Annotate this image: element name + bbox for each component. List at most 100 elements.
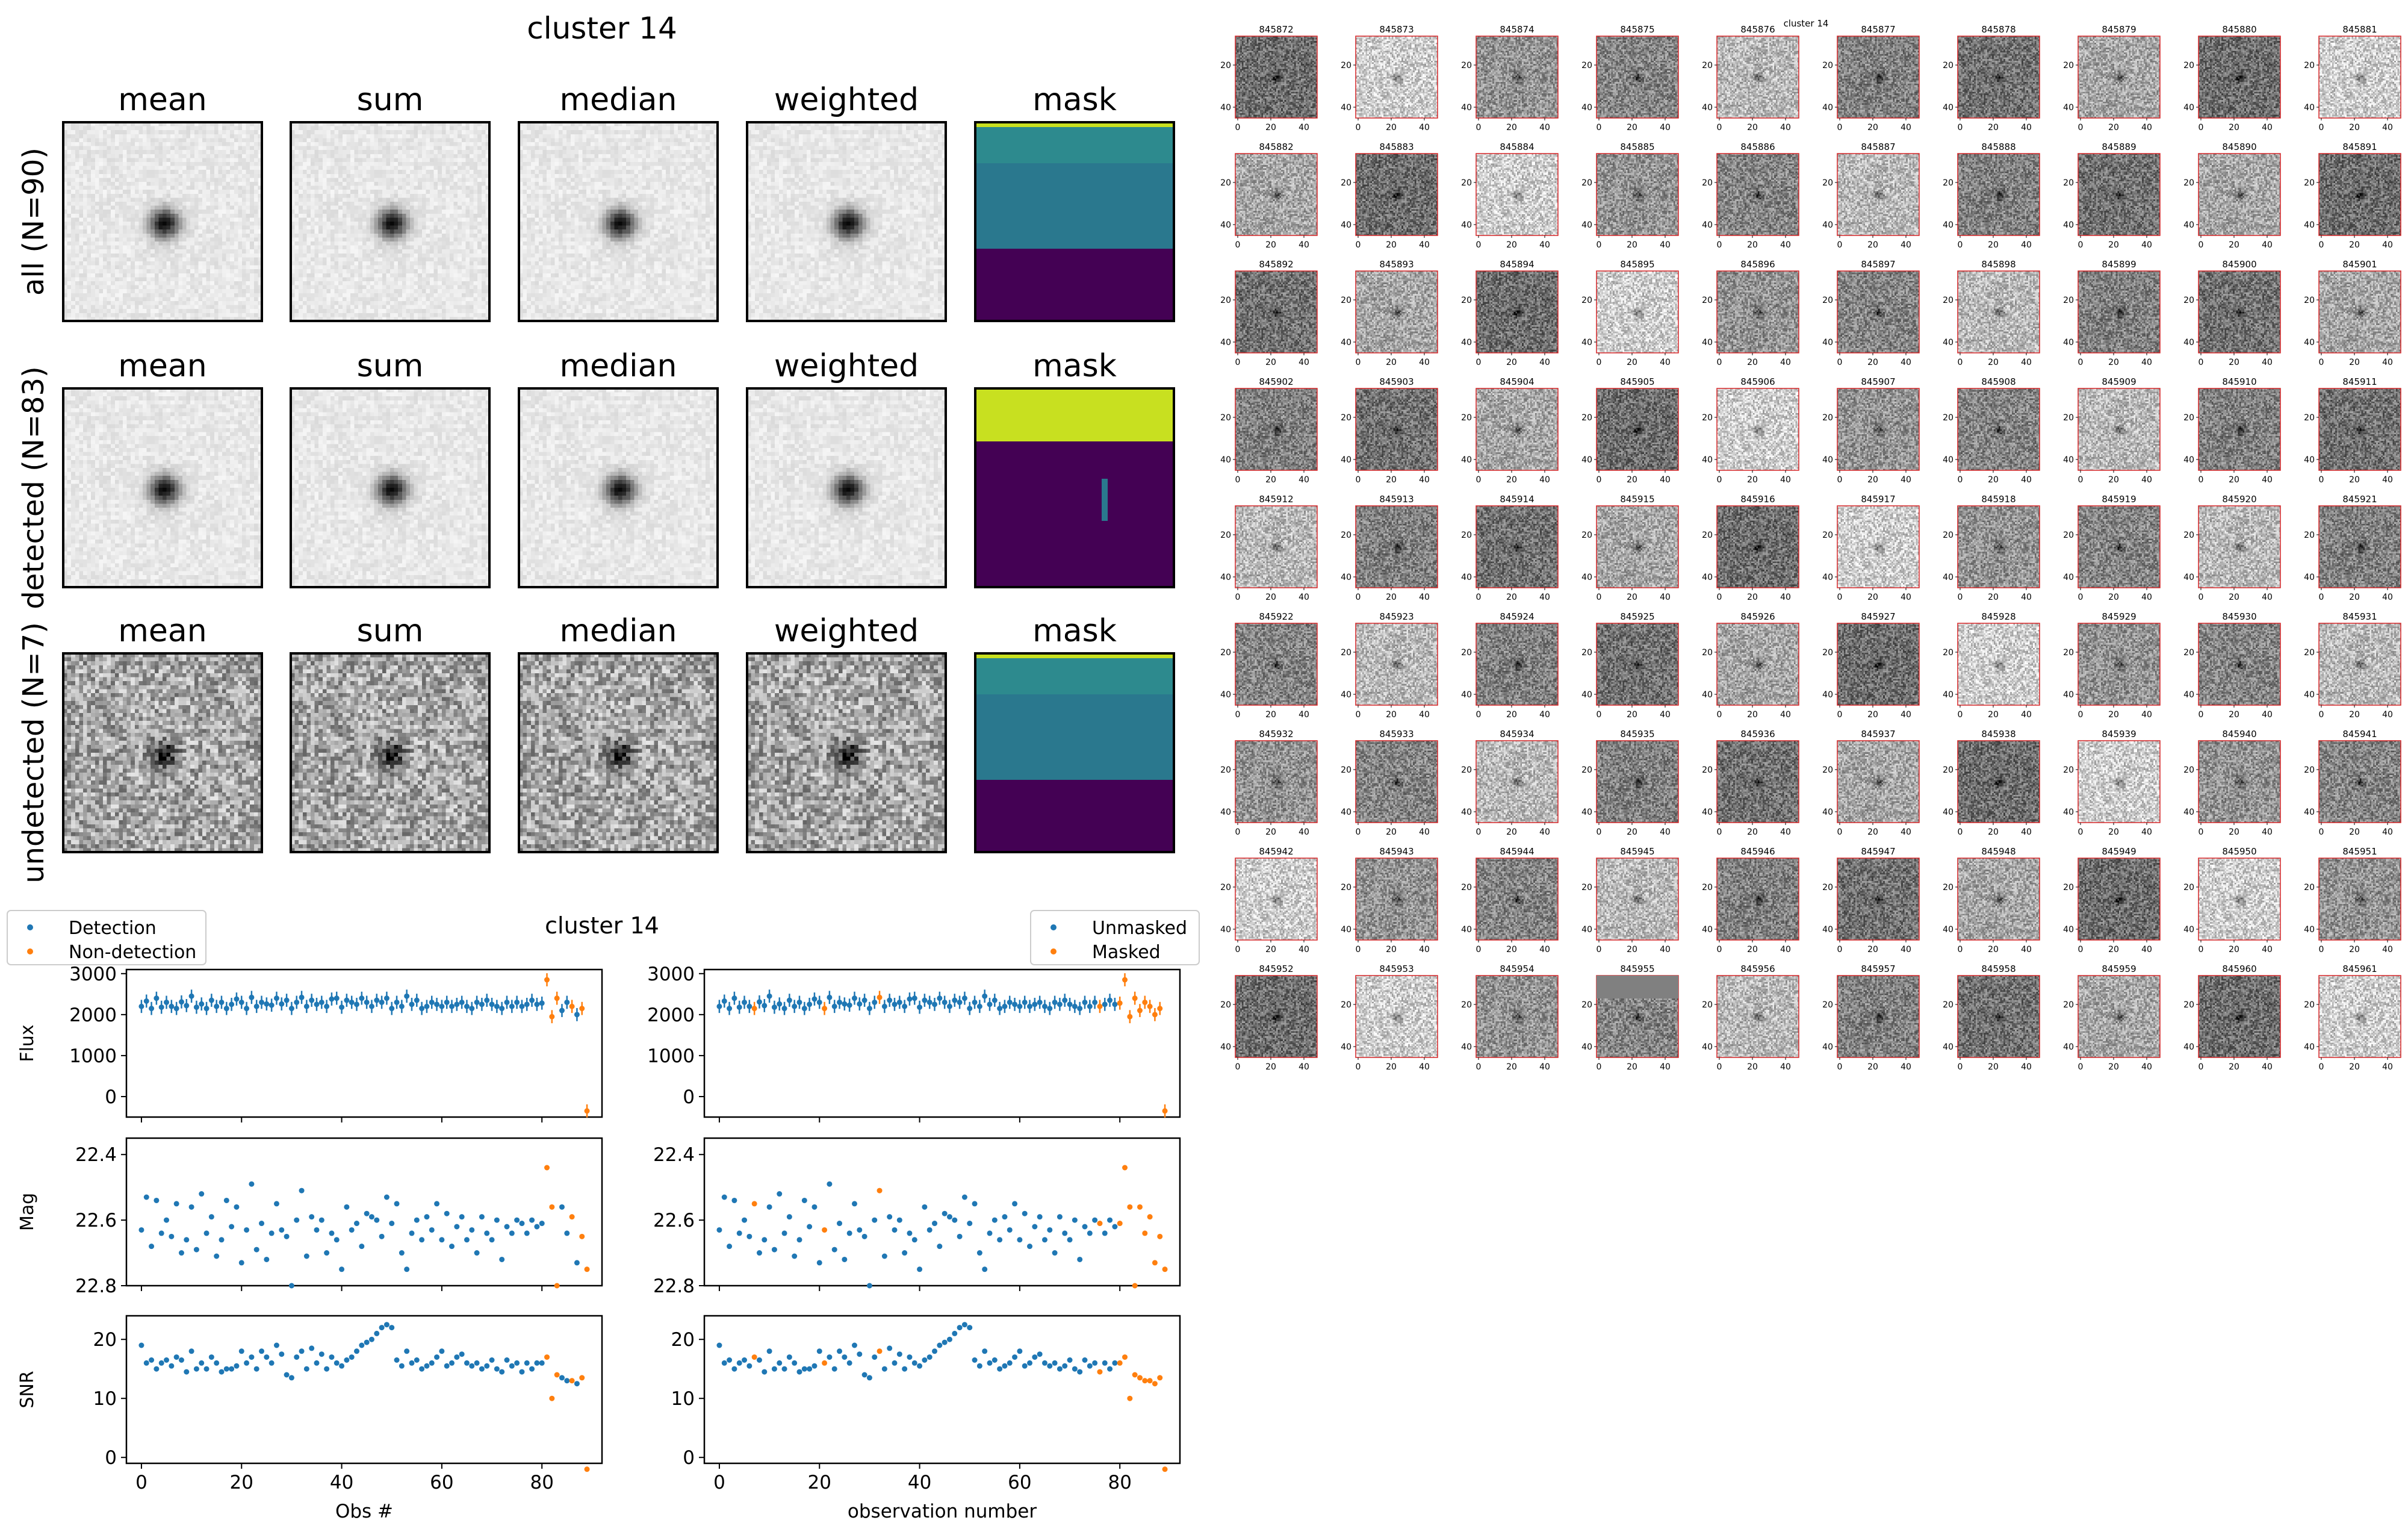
cutout-image [2198,505,2281,588]
cutout-x-tick-label: 40 [1299,123,1309,132]
data-point [822,1006,828,1012]
data-point [214,1360,220,1366]
cutout-x-tick-label: 20 [2229,123,2239,132]
cutout-cell: 845904 20 40 0 20 40 [1461,376,1559,485]
y-tick-label: 22.6 [75,1210,117,1231]
cutout-y-tick-label: 20 [1702,1000,1713,1010]
legend-box [1030,910,1200,965]
right-lightcurve-panels: 0 1000 2000 3000 22.4 22.6 22.8 0 10 20 0 20 40 60 80 o… [647,964,1181,1522]
mask-band [975,388,1174,441]
cutout-y-tick-label: 20 [2063,1000,2074,1010]
data-point [203,1230,209,1236]
data-point [746,1003,752,1009]
cutout-x-tick-label: 0 [1235,123,1241,132]
data-point [539,1000,545,1006]
cutout-x-tick-label: 40 [1299,593,1309,602]
data-point [1127,1395,1133,1401]
x-tick-label: 20 [230,1472,253,1493]
data-point [499,1256,505,1262]
cutout-cell: 845896 20 40 0 20 40 [1702,259,1799,367]
cutout-image [1476,505,1559,588]
cutout-image [2318,153,2401,236]
cutout-y-tick-label: 20 [1822,178,1833,188]
cutout-x-tick-label: 0 [1597,123,1602,132]
cutout-y-tick-label: 20 [1341,648,1351,658]
cutout-x-tick-label: 0 [1356,593,1361,602]
cutout-x-tick-label: 20 [1988,710,1999,720]
data-point [574,1012,580,1018]
cutout-y-tick-label: 20 [1581,413,1592,423]
data-point [811,996,818,1002]
cutout-id: 845903 [1379,376,1413,387]
cutout-cell: 845924 20 40 0 20 40 [1461,611,1559,720]
cutout-x-tick-label: 40 [1419,593,1430,602]
data-point [288,1283,294,1289]
cutout-y-tick-label: 20 [1581,531,1592,540]
data-point [837,1221,843,1227]
data-point [807,1001,813,1007]
data-point [1037,999,1043,1005]
cutout-x-tick-label: 20 [1265,475,1276,485]
data-point [164,1217,170,1223]
cutout-x-tick-label: 20 [2229,358,2239,367]
cutout-image [1355,858,1438,941]
cutout-y-tick-label: 20 [1461,765,1472,775]
y-tick-label: 10 [93,1388,117,1410]
cutout-x-tick-label: 0 [2199,358,2204,367]
y-tick-label: 20 [671,1329,695,1351]
cutout-image [1476,388,1559,471]
cutout-id: 845910 [2222,376,2256,387]
cutout-x-tick-label: 20 [2229,945,2239,954]
data-point [896,1217,902,1223]
cutout-id: 845902 [1259,376,1293,387]
data-point [164,1357,170,1363]
cutout-cell: 845881 20 40 0 20 40 [2304,24,2401,132]
data-point [861,997,867,1003]
data-point [942,1210,948,1216]
data-point [1092,1360,1098,1366]
cutout-y-tick-label: 20 [2183,883,2194,892]
cutout-id: 845959 [2102,964,2136,974]
data-point [569,1003,575,1009]
mask-frame [974,121,1175,322]
data-point [1097,1369,1103,1375]
cutout-y-tick-label: 40 [1581,220,1592,230]
cutout-image [1716,975,1799,1058]
cutout-x-tick-label: 20 [1988,1062,1999,1072]
cutout-id: 845933 [1379,729,1413,739]
data-point [143,998,149,1004]
cutout-x-tick-label: 40 [1660,1062,1671,1072]
data-point [1127,1013,1133,1020]
data-point [846,1360,852,1366]
data-point [349,999,355,1005]
cutout-y-tick-label: 20 [2183,413,2194,423]
data-point [1162,1466,1168,1472]
cutout-x-tick-label: 0 [2078,593,2084,602]
data-point [1102,1001,1108,1007]
data-point [1037,1214,1043,1220]
cutout-y-tick-label: 40 [1581,338,1592,347]
cutout-cell: 845892 20 40 0 20 40 [1220,259,1318,367]
cutout-x-tick-label: 0 [1837,240,1843,250]
cutout-x-tick-label: 0 [2199,240,2204,250]
cutout-x-tick-label: 40 [1901,240,1911,250]
cutout-x-tick-label: 0 [2199,827,2204,837]
data-point [892,1360,898,1366]
legend-marker [27,924,33,930]
data-point [991,1217,998,1223]
cutout-image [1837,270,1920,353]
data-point [881,1003,887,1009]
cutout-y-tick-label: 20 [2304,61,2315,70]
data-point [409,1360,415,1366]
cutout-y-tick-label: 40 [2063,690,2074,700]
cutout-id: 845938 [1981,729,2015,739]
cutout-y-tick-label: 40 [1461,1042,1472,1052]
cutout-image [1716,623,1799,706]
data-point [544,977,550,983]
data-point [554,995,560,1001]
cutout-y-tick-label: 40 [1822,690,1833,700]
data-point [368,1003,374,1009]
cutout-x-tick-label: 20 [1506,123,1517,132]
cutout-y-tick-label: 40 [1702,103,1713,113]
cutout-x-tick-label: 20 [1506,827,1517,837]
